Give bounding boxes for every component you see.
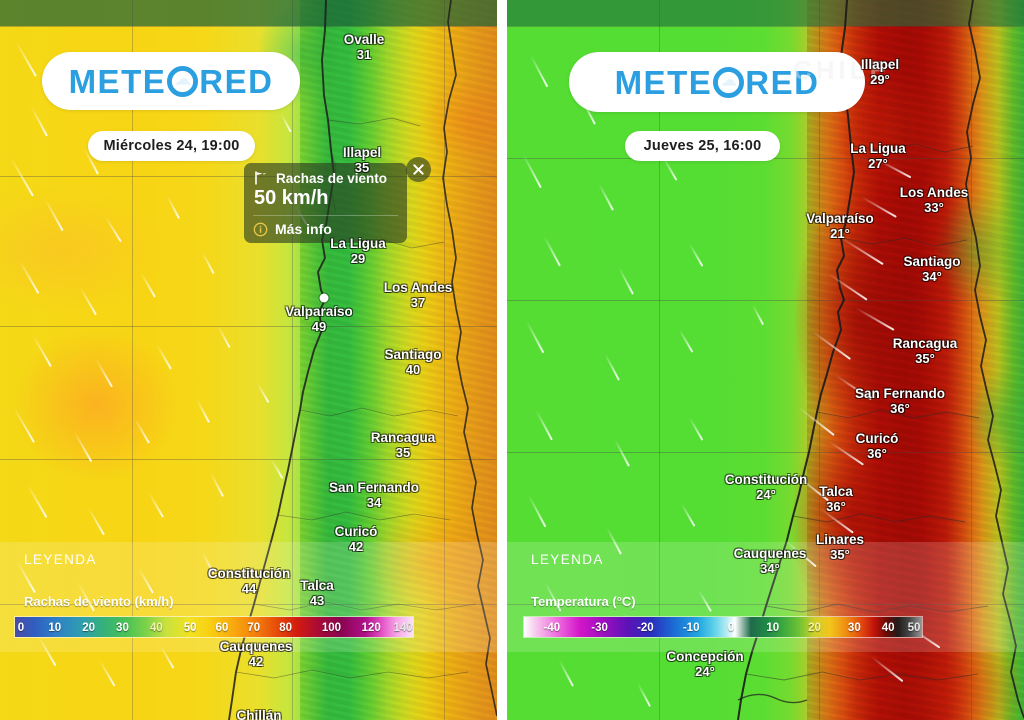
cloud-drop-icon — [167, 65, 199, 97]
forecast-datetime-label: Jueves 25, 16:00 — [643, 138, 762, 154]
colorbar-tick-9: 100 — [321, 622, 341, 634]
wind-barb-icon — [255, 171, 267, 185]
legend-heading: LEYENDA — [24, 552, 97, 567]
wind-legend: LEYENDA Rachas de viento (km/h) 0 10 20 30 4… — [0, 542, 497, 652]
temperature-legend: LEYENDA Temperatura (°C) -40 -30 -20 -10 0 10… — [507, 542, 1024, 652]
temperature-map-panel[interactable]: METE RED Jueves 25, 16:00 CHILE LEYENDA … — [507, 0, 1024, 720]
colorbar-tick-6: 20 — [808, 622, 821, 634]
legend-variable-label: Rachas de viento (km/h) — [24, 594, 174, 609]
colorbar-tick-10: 120 — [361, 622, 381, 634]
legend-heading: LEYENDA — [531, 552, 604, 567]
colorbar-tick-5: 50 — [183, 622, 197, 634]
colorbar-tick-9: 50 — [907, 622, 921, 634]
colorbar-tick-7: 70 — [247, 622, 261, 634]
wind-colorbar: 0 10 20 30 40 50 60 70 80 100 120 140 — [14, 616, 414, 638]
colorbar-tick-2: 20 — [82, 622, 96, 634]
legend-variable-label: Temperatura (°C) — [531, 594, 636, 609]
panel-divider — [497, 0, 507, 720]
close-icon[interactable] — [406, 157, 431, 182]
wind-gust-tooltip[interactable]: Rachas de viento 50 km/h Más info — [244, 163, 407, 243]
colorbar-tick-0: 0 — [17, 622, 25, 634]
forecast-datetime-label: Miércoles 24, 19:00 — [103, 138, 240, 154]
meteored-logo: METE RED — [42, 52, 300, 110]
colorbar-tick-1: -30 — [591, 622, 608, 634]
logo-text-after: RED — [199, 62, 274, 100]
tooltip-header-row: Rachas de viento — [253, 170, 398, 186]
forecast-datetime-pill: Miércoles 24, 19:00 — [88, 131, 255, 161]
wind-colorbar-gradient — [15, 617, 413, 637]
forecast-datetime-pill: Jueves 25, 16:00 — [625, 131, 780, 161]
temperature-colorbar: -40 -30 -20 -10 0 10 20 30 40 50 — [523, 616, 923, 638]
tooltip-divider — [253, 215, 398, 216]
colorbar-tick-0: -40 — [543, 622, 561, 634]
colorbar-tick-8: 80 — [279, 622, 293, 634]
colorbar-tick-4: 0 — [727, 622, 735, 634]
colorbar-tick-4: 40 — [149, 622, 163, 634]
colorbar-tick-8: 40 — [881, 622, 895, 634]
colorbar-tick-3: -10 — [682, 622, 700, 634]
cloud-drop-icon — [713, 66, 745, 98]
meteored-logo-text: METE RED — [69, 65, 274, 98]
tooltip-label: Rachas de viento — [276, 170, 388, 186]
meteored-logo-text: METE RED — [615, 66, 820, 99]
more-info-row[interactable]: Más info — [253, 221, 398, 237]
map-top-band — [507, 0, 1024, 26]
colorbar-tick-3: 30 — [116, 622, 129, 634]
temperature-colorbar-gradient — [524, 617, 922, 637]
info-icon — [253, 222, 268, 236]
logo-text-before: METE — [68, 62, 167, 100]
colorbar-tick-11: 140 — [393, 622, 413, 634]
map-top-band — [0, 0, 497, 26]
colorbar-tick-5: 10 — [766, 622, 780, 634]
colorbar-tick-7: 30 — [847, 622, 861, 634]
colorbar-tick-1: 10 — [48, 622, 62, 634]
tooltip-value: 50 km/h — [254, 187, 329, 209]
wind-gust-map-panel[interactable]: METE RED Miércoles 24, 19:00 — [0, 0, 497, 720]
logo-text-before: METE — [614, 63, 713, 101]
colorbar-tick-6: 60 — [215, 622, 229, 634]
logo-text-after: RED — [745, 63, 820, 101]
colorbar-tick-2: -20 — [637, 622, 654, 634]
more-info-label: Más info — [275, 221, 332, 237]
meteored-logo: METE RED — [569, 52, 865, 112]
city-marker-dot — [319, 293, 329, 303]
